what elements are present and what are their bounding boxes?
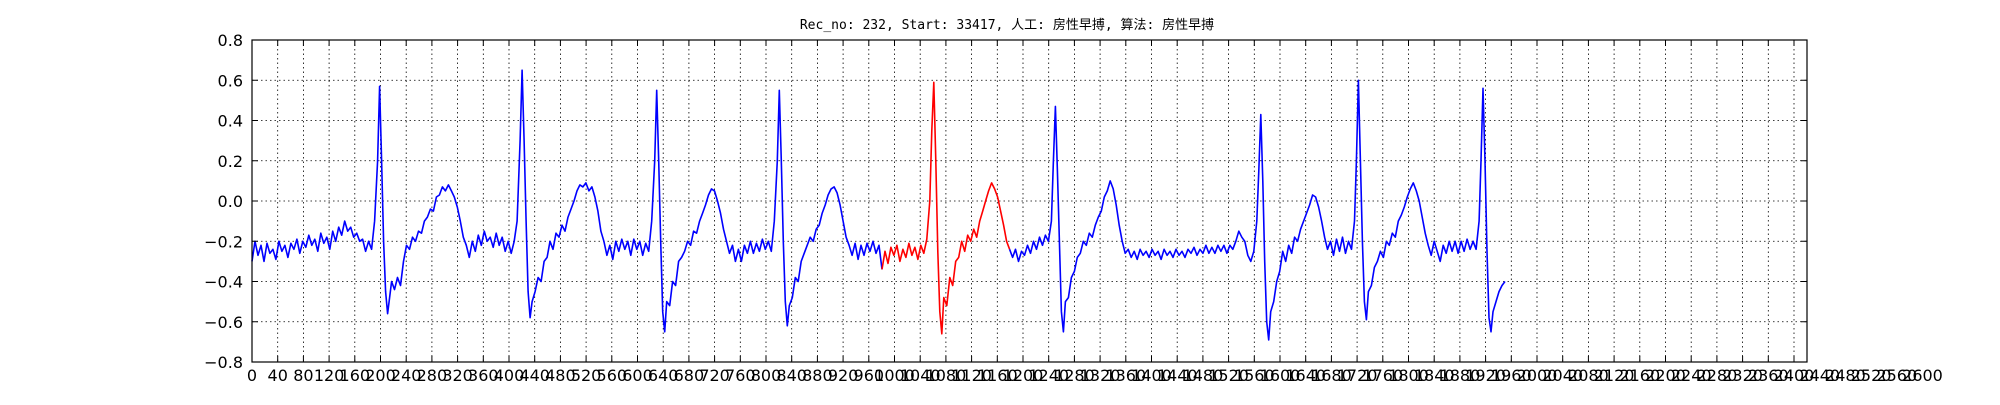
axis-ticks	[251, 39, 1807, 363]
x-tick-label: 2400	[1774, 366, 1815, 385]
x-tick-label: 600	[622, 366, 653, 385]
y-tick-label: 0.4	[218, 112, 243, 131]
x-tick-label: 1760	[1362, 366, 1403, 385]
chart-title: Rec_no: 232, Start: 33417, 人工: 房性早搏, 算法:…	[800, 17, 1214, 33]
x-tick-label: 720	[699, 366, 730, 385]
x-tick-label: 520	[571, 366, 602, 385]
x-tick-label: 560	[597, 366, 628, 385]
x-tick-label: 680	[674, 366, 705, 385]
x-tick-label: 1160	[977, 366, 1018, 385]
x-tick-label: 1480	[1183, 366, 1224, 385]
x-tick-label: 1520	[1208, 366, 1249, 385]
x-tick-label: 480	[545, 366, 576, 385]
x-tick-label: 2560	[1876, 366, 1917, 385]
x-tick-label: 1560	[1234, 366, 1275, 385]
y-tick-label: −0.2	[204, 232, 243, 251]
x-tick-label: 2320	[1722, 366, 1763, 385]
x-tick-label: 1960	[1491, 366, 1532, 385]
y-tick-label: 0.2	[218, 152, 243, 171]
x-tick-label: 2600	[1902, 366, 1943, 385]
x-tick-label: 2000	[1517, 366, 1558, 385]
x-tick-label: 960	[854, 366, 885, 385]
x-tick-label: 1240	[1028, 366, 1069, 385]
x-tick-label: 640	[648, 366, 679, 385]
x-tick-label: 40	[268, 366, 288, 385]
x-tick-label: 800	[751, 366, 782, 385]
x-tick-label: 1080	[926, 366, 967, 385]
x-tick-label: 1880	[1440, 366, 1481, 385]
x-tick-label: 1720	[1337, 366, 1378, 385]
x-tick-label: 2120	[1594, 366, 1635, 385]
x-tick-label: 2360	[1748, 366, 1789, 385]
y-tick-label: −0.8	[204, 353, 243, 372]
x-tick-label: 2280	[1697, 366, 1738, 385]
ecg-trace	[251, 69, 1506, 341]
y-tick-label: −0.6	[204, 313, 243, 332]
x-tick-label: 2200	[1645, 366, 1686, 385]
x-tick-label: 1360	[1105, 366, 1146, 385]
x-tick-label: 120	[314, 366, 345, 385]
x-tick-label: 2520	[1851, 366, 1892, 385]
ecg-series-2	[881, 81, 1011, 335]
x-tick-label: 880	[802, 366, 833, 385]
x-axis-tick-labels: 0 40 80 12016020024028032036040044048052056…	[247, 366, 1943, 385]
grid-lines	[252, 40, 1807, 362]
y-axis-tick-labels: 0.8 0.6 0.4 0.2 0.0 −0.2 −0.4 −0.6 −0.8	[204, 31, 243, 372]
x-tick-label: 840	[776, 366, 807, 385]
y-tick-label: −0.4	[204, 273, 243, 292]
x-tick-label: 1800	[1388, 366, 1429, 385]
x-tick-label: 1400	[1131, 366, 1172, 385]
x-tick-label: 1120	[951, 366, 992, 385]
x-tick-label: 1280	[1054, 366, 1095, 385]
x-tick-label: 1600	[1260, 366, 1301, 385]
x-tick-label: 320	[442, 366, 473, 385]
x-tick-label: 1000	[874, 366, 915, 385]
x-tick-label: 1840	[1414, 366, 1455, 385]
x-tick-label: 2040	[1542, 366, 1583, 385]
x-tick-label: 400	[494, 366, 525, 385]
x-tick-label: 80	[293, 366, 313, 385]
x-tick-label: 1640	[1285, 366, 1326, 385]
x-tick-label: 1440	[1157, 366, 1198, 385]
x-tick-label: 440	[519, 366, 550, 385]
x-tick-label: 240	[391, 366, 422, 385]
y-tick-label: 0.6	[218, 71, 243, 90]
x-tick-label: 1920	[1465, 366, 1506, 385]
x-tick-label: 2240	[1671, 366, 1712, 385]
x-tick-label: 1040	[900, 366, 941, 385]
x-tick-label: 200	[365, 366, 396, 385]
x-tick-label: 760	[725, 366, 756, 385]
y-tick-label: 0.0	[218, 192, 243, 211]
x-tick-label: 920	[828, 366, 859, 385]
ecg-series-3	[1008, 79, 1506, 341]
ecg-series-1	[251, 69, 883, 333]
x-tick-label: 2160	[1619, 366, 1660, 385]
x-tick-label: 280	[417, 366, 448, 385]
x-tick-label: 160	[340, 366, 371, 385]
plot-frame	[251, 39, 1808, 363]
x-tick-label: 360	[468, 366, 499, 385]
x-tick-label: 1680	[1311, 366, 1352, 385]
x-tick-label: 2080	[1568, 366, 1609, 385]
x-tick-label: 1320	[1080, 366, 1121, 385]
x-tick-label: 0	[247, 366, 257, 385]
y-tick-label: 0.8	[218, 31, 243, 50]
x-tick-label: 2480	[1825, 366, 1866, 385]
x-tick-label: 2440	[1799, 366, 1840, 385]
x-tick-label: 1200	[1003, 366, 1044, 385]
